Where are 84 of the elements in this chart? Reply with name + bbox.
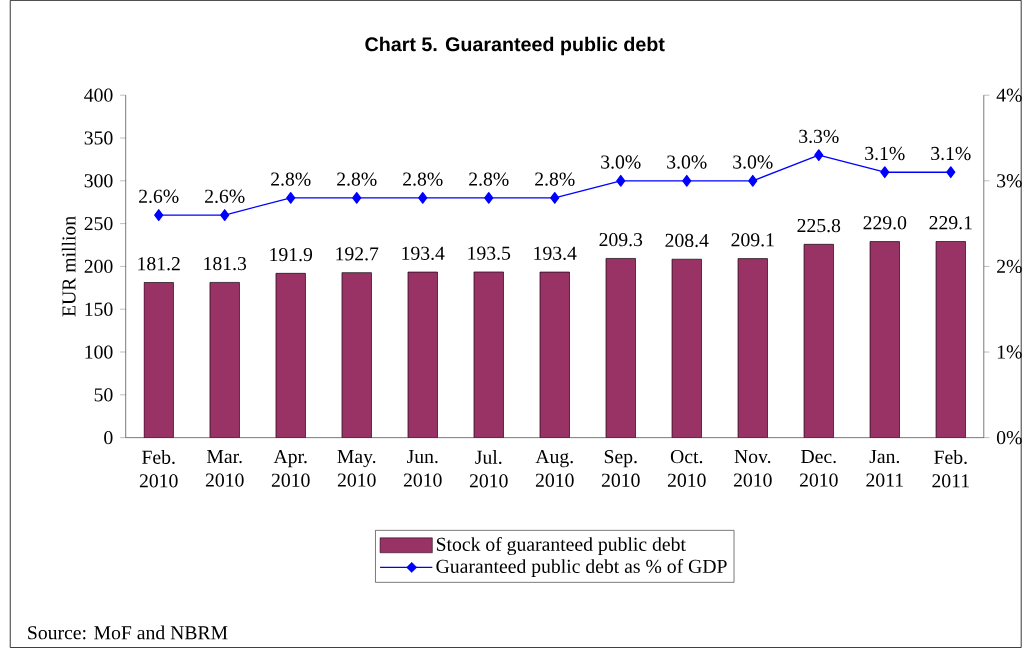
bar xyxy=(341,272,372,438)
point xyxy=(946,166,956,179)
data-label: 2.8% xyxy=(469,172,509,186)
x-tick-label: Feb. 2010 xyxy=(139,450,178,488)
x-tick-label: Dec. 2010 xyxy=(799,450,838,487)
bar xyxy=(275,273,306,438)
point xyxy=(286,192,296,204)
bar xyxy=(869,241,900,438)
point xyxy=(682,174,692,187)
x-tick-label: Apr. 2010 xyxy=(271,450,310,487)
y-tick-label: 50 xyxy=(94,388,113,402)
y-tick-label: 250 xyxy=(84,216,113,231)
x-tick-label: Sep. 2010 xyxy=(601,450,640,487)
y-tick-label: 0 xyxy=(104,431,113,445)
data-label: 191.9 xyxy=(270,247,313,262)
data-label: 193.4 xyxy=(534,246,577,261)
y2-tick-label: 3% xyxy=(997,174,1022,188)
bar xyxy=(803,244,834,438)
x-tick-label: Jun. 2010 xyxy=(403,450,442,487)
point xyxy=(220,209,230,221)
data-label: 2.8% xyxy=(271,172,311,186)
point xyxy=(814,149,824,162)
data-label: 181.3 xyxy=(204,256,247,271)
x-tick-label: Jan. 2011 xyxy=(866,450,903,487)
data-label: 208.4 xyxy=(665,233,709,248)
point xyxy=(880,166,890,179)
data-label: 3.3% xyxy=(799,129,839,144)
data-label: 229.1 xyxy=(929,216,972,230)
data-label: 2.6% xyxy=(139,189,179,203)
y-tick-label: 300 xyxy=(84,174,113,188)
data-label: 229.0 xyxy=(863,216,907,230)
x-tick-label: Mar. 2010 xyxy=(205,450,244,487)
legend-label: Stock of guaranteed public debt xyxy=(436,536,686,556)
data-label: 193.4 xyxy=(402,246,445,261)
point xyxy=(616,174,626,187)
point xyxy=(748,174,758,187)
point xyxy=(484,192,494,204)
y2-tick-label: 0% xyxy=(996,430,1022,445)
bar xyxy=(539,271,570,438)
y2-tick-label: 4% xyxy=(996,88,1022,102)
x-tick-label: Oct. 2010 xyxy=(667,450,706,487)
y-tick-label: 400 xyxy=(84,88,113,102)
data-label: 181.2 xyxy=(138,257,180,271)
point xyxy=(418,192,428,204)
bar xyxy=(473,271,504,438)
x-tick-label: Nov. 2010 xyxy=(733,450,772,487)
source-note: Source: MoF and NBRM xyxy=(28,625,228,640)
data-label: 3.0% xyxy=(733,155,773,169)
data-label: 3.1% xyxy=(865,146,905,161)
y-tick-label: 150 xyxy=(85,302,113,316)
data-label: 193.5 xyxy=(468,246,511,260)
data-label: 2.8% xyxy=(403,172,443,186)
bar xyxy=(143,282,174,438)
x-tick-label: Aug. 2010 xyxy=(535,450,574,487)
point xyxy=(154,209,164,221)
bar xyxy=(671,258,702,438)
y-tick-label: 350 xyxy=(84,131,113,145)
bar xyxy=(935,241,966,438)
data-label: 192.7 xyxy=(336,247,379,261)
data-label: 209.3 xyxy=(599,233,643,247)
data-label: 209.1 xyxy=(731,233,774,247)
y-tick-label: 100 xyxy=(85,345,113,359)
y2-tick-label: 1% xyxy=(997,345,1022,359)
chart-title: Chart 5. Guaranteed public debt xyxy=(365,36,665,56)
x-tick-label: Jul. 2010 xyxy=(469,450,508,488)
x-tick-label: Feb. 2011 xyxy=(932,450,969,488)
bar xyxy=(737,258,768,438)
bar xyxy=(407,271,438,438)
bar xyxy=(605,258,636,438)
bar xyxy=(209,282,240,438)
data-label: 2.6% xyxy=(205,189,245,203)
data-label: 2.8% xyxy=(337,172,377,186)
y2-tick-label: 2% xyxy=(997,259,1022,274)
x-tick-label: May. 2010 xyxy=(337,450,376,487)
data-label: 3.0% xyxy=(601,155,641,169)
legend-label: Guaranteed public debt as % of GDP xyxy=(436,559,727,578)
data-label: 3.1% xyxy=(931,146,971,161)
data-label: 225.8 xyxy=(797,218,841,233)
point xyxy=(550,192,560,204)
data-label: 2.8% xyxy=(535,172,575,186)
y-axis-title: EUR million xyxy=(61,216,76,317)
data-label: 3.0% xyxy=(667,155,707,169)
y-tick-label: 200 xyxy=(84,259,113,274)
point xyxy=(352,192,362,204)
